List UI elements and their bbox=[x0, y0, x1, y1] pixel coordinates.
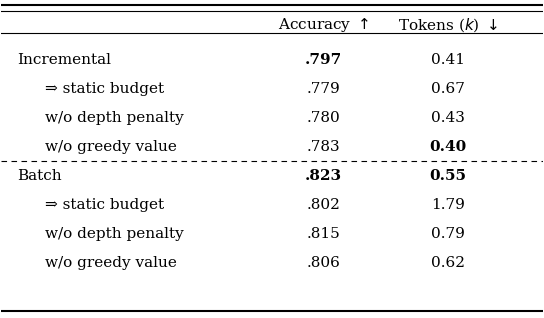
Text: ⇒ static budget: ⇒ static budget bbox=[45, 82, 164, 96]
Text: .815: .815 bbox=[306, 227, 341, 241]
Text: w/o greedy value: w/o greedy value bbox=[45, 140, 177, 154]
Text: .779: .779 bbox=[306, 82, 341, 96]
Text: 0.79: 0.79 bbox=[431, 227, 465, 241]
Text: Tokens ($k$) $\downarrow$: Tokens ($k$) $\downarrow$ bbox=[398, 16, 498, 34]
Text: w/o depth penalty: w/o depth penalty bbox=[45, 227, 183, 241]
Text: ⇒ static budget: ⇒ static budget bbox=[45, 198, 164, 212]
Text: 1.79: 1.79 bbox=[431, 198, 465, 212]
Text: .783: .783 bbox=[307, 140, 340, 154]
Text: .802: .802 bbox=[306, 198, 341, 212]
Text: 0.55: 0.55 bbox=[429, 169, 466, 183]
Text: 0.41: 0.41 bbox=[431, 53, 465, 67]
Text: 0.40: 0.40 bbox=[429, 140, 467, 154]
Text: Accuracy $\uparrow$: Accuracy $\uparrow$ bbox=[278, 16, 369, 34]
Text: .780: .780 bbox=[306, 111, 341, 125]
Text: w/o depth penalty: w/o depth penalty bbox=[45, 111, 183, 125]
Text: 0.67: 0.67 bbox=[431, 82, 465, 96]
Text: w/o greedy value: w/o greedy value bbox=[45, 256, 177, 270]
Text: Incremental: Incremental bbox=[17, 53, 112, 67]
Text: .797: .797 bbox=[305, 53, 342, 67]
Text: 0.43: 0.43 bbox=[431, 111, 465, 125]
Text: 0.62: 0.62 bbox=[431, 256, 465, 270]
Text: .806: .806 bbox=[306, 256, 341, 270]
Text: .823: .823 bbox=[305, 169, 342, 183]
Text: Batch: Batch bbox=[17, 169, 62, 183]
